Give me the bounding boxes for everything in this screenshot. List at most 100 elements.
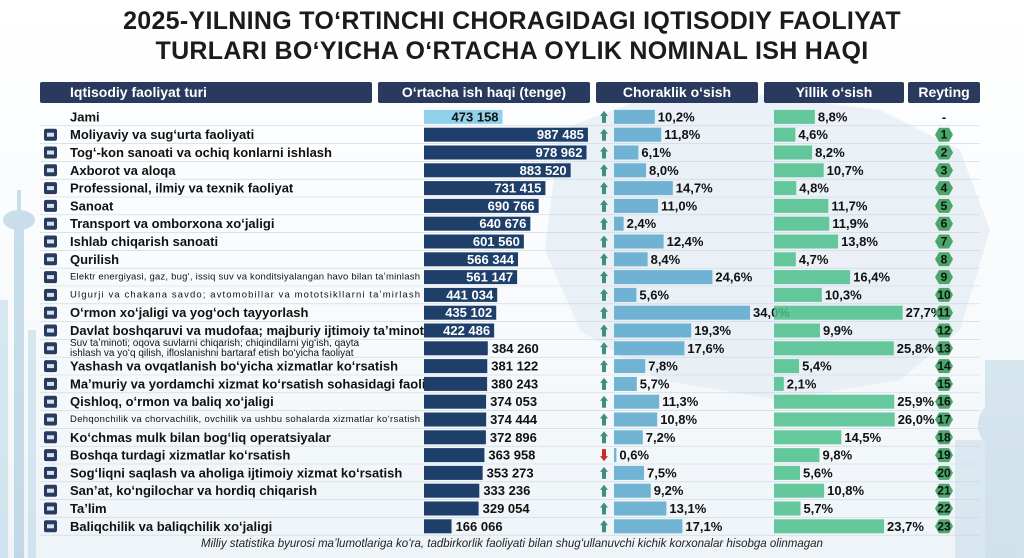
- rank-value: -: [942, 109, 946, 124]
- year-bar: [774, 465, 800, 480]
- quarter-bar: [614, 323, 692, 338]
- rank-badge: [935, 181, 953, 196]
- wage-bar: [424, 483, 480, 498]
- year-bar: [774, 483, 825, 498]
- rank-badge: [935, 305, 953, 320]
- year-value: 8,8%: [818, 109, 848, 124]
- wage-bar: [424, 501, 479, 516]
- table-row: Sanoat 690 766 11,0% 11,7% 5: [40, 198, 980, 216]
- rank-badge: [935, 163, 953, 178]
- wage-value: 384 260: [492, 341, 539, 356]
- quarter-value: 7,2%: [646, 430, 676, 445]
- wage-value: 372 896: [490, 430, 537, 445]
- wage-bar: [424, 305, 497, 320]
- row-label: Baliqchilik va baliqchilik xoʻjaligi: [70, 519, 272, 534]
- quarter-bar: [614, 341, 685, 356]
- lightning-icon-detail: [47, 275, 54, 280]
- row-label: Sanʼat, koʻngilochar va hordiq chiqarish: [70, 483, 317, 498]
- year-bar: [774, 359, 800, 374]
- page-title: 2025-YILNING TOʻRTINCHI CHORAGIDAGI IQTI…: [0, 6, 1024, 66]
- row-label: Ishlab chiqarish sanoati: [70, 234, 218, 249]
- rank-badge: [935, 287, 953, 302]
- wage-bar: [424, 359, 488, 374]
- wheat-icon-detail: [47, 417, 54, 422]
- quarter-bar: [614, 198, 658, 213]
- quarter-value: 12,4%: [667, 234, 704, 249]
- year-value: 5,6%: [803, 465, 833, 480]
- rank-value: 21: [937, 484, 951, 498]
- mining-icon: [44, 146, 57, 159]
- quarter-bar: [614, 412, 658, 427]
- year-bar: [774, 341, 894, 356]
- wage-bar: [424, 341, 488, 356]
- header-yearly: Yillik oʻsish: [764, 82, 904, 103]
- arrow-up-icon: [600, 413, 608, 426]
- arrow-up-icon: [600, 484, 608, 497]
- arrow-up-icon: [600, 342, 608, 355]
- year-bar: [774, 323, 820, 338]
- rank-value: 12: [937, 324, 951, 338]
- table-row: Qishloq, oʻrmon va baliq xoʻjaligi 374 05…: [40, 394, 980, 411]
- row-label: Togʻ-kon sanoati va ochiq konlarni ishla…: [70, 145, 332, 160]
- arrow-up-icon: [600, 235, 608, 248]
- building-icon: [44, 253, 57, 266]
- quarter-value: 24,6%: [715, 270, 752, 285]
- quarter-bar: [614, 483, 651, 498]
- rank-value: 19: [937, 448, 951, 462]
- quarter-bar: [614, 465, 644, 480]
- rank-badge: [935, 412, 953, 427]
- year-value: 4,6%: [798, 127, 828, 142]
- wage-bar: [424, 216, 531, 231]
- wage-bar: [424, 465, 483, 480]
- rank-badge: [935, 270, 953, 285]
- rank-value: 23: [937, 519, 951, 533]
- medical-icon-detail: [47, 470, 54, 475]
- truck-icon-detail: [47, 221, 54, 226]
- year-value: 10,3%: [825, 287, 862, 302]
- year-value: 10,7%: [827, 163, 864, 178]
- quarter-bar: [614, 305, 750, 320]
- quarter-bar: [614, 109, 655, 124]
- arrow-up-icon: [600, 110, 608, 123]
- row-label: Boshqa turdagi xizmatlar koʻrsatish: [70, 448, 290, 463]
- wage-value: 374 444: [490, 412, 538, 427]
- skyline-right-icon: [955, 360, 1024, 558]
- rank-value: 15: [937, 377, 951, 391]
- wage-value: 381 122: [491, 359, 538, 374]
- year-bar: [774, 127, 796, 142]
- table-row: Oʻrmon xoʻjaligi va yogʻoch tayyorlash 43…: [40, 305, 980, 322]
- year-value: 4,8%: [799, 181, 829, 196]
- real-estate-icon-detail: [47, 435, 54, 440]
- wage-bar: [424, 448, 485, 463]
- shield-icon: [44, 324, 57, 337]
- wage-value: 987 485: [537, 127, 584, 142]
- tree-icon-detail: [47, 310, 54, 315]
- wage-value: 329 054: [483, 501, 531, 516]
- header-rank: Reyting: [908, 82, 980, 103]
- wage-value: 601 560: [473, 234, 520, 249]
- row-label: Sanoat: [70, 198, 114, 213]
- table-row: Moliyaviy va sugʻurta faoliyati 987 485 11…: [40, 127, 980, 144]
- bank-icon: [44, 128, 57, 141]
- row-label: Davlat boshqaruvi va mudofaa; majburiy i…: [70, 323, 425, 338]
- quarter-value: 2,4%: [627, 216, 657, 231]
- year-bar: [774, 430, 842, 445]
- rank-badge: [935, 323, 953, 338]
- quarter-value: 7,5%: [647, 465, 677, 480]
- row-label: Maʼmuriy va yordamchi xizmat koʻrsatish …: [70, 376, 445, 391]
- table-row: Axborot va aloqa 883 520 8,0% 10,7% 3: [40, 163, 980, 180]
- wage-value: 380 243: [491, 376, 538, 391]
- rank-value: 20: [937, 466, 951, 480]
- year-value: 4,7%: [799, 252, 829, 267]
- wage-bar: [424, 127, 588, 142]
- year-value: 8,2%: [815, 145, 845, 160]
- book-icon: [44, 502, 57, 515]
- arrow-up-icon: [600, 217, 608, 230]
- year-value: 5,7%: [803, 501, 833, 516]
- water-drop-icon: [44, 342, 57, 355]
- wheat-icon: [44, 413, 57, 426]
- row-label: Elektr energiyasi, gaz, bugʻ, issiq suv …: [70, 272, 420, 283]
- arrow-up-icon: [600, 520, 608, 533]
- house-icon: [44, 360, 57, 373]
- year-value: 9,9%: [823, 323, 853, 338]
